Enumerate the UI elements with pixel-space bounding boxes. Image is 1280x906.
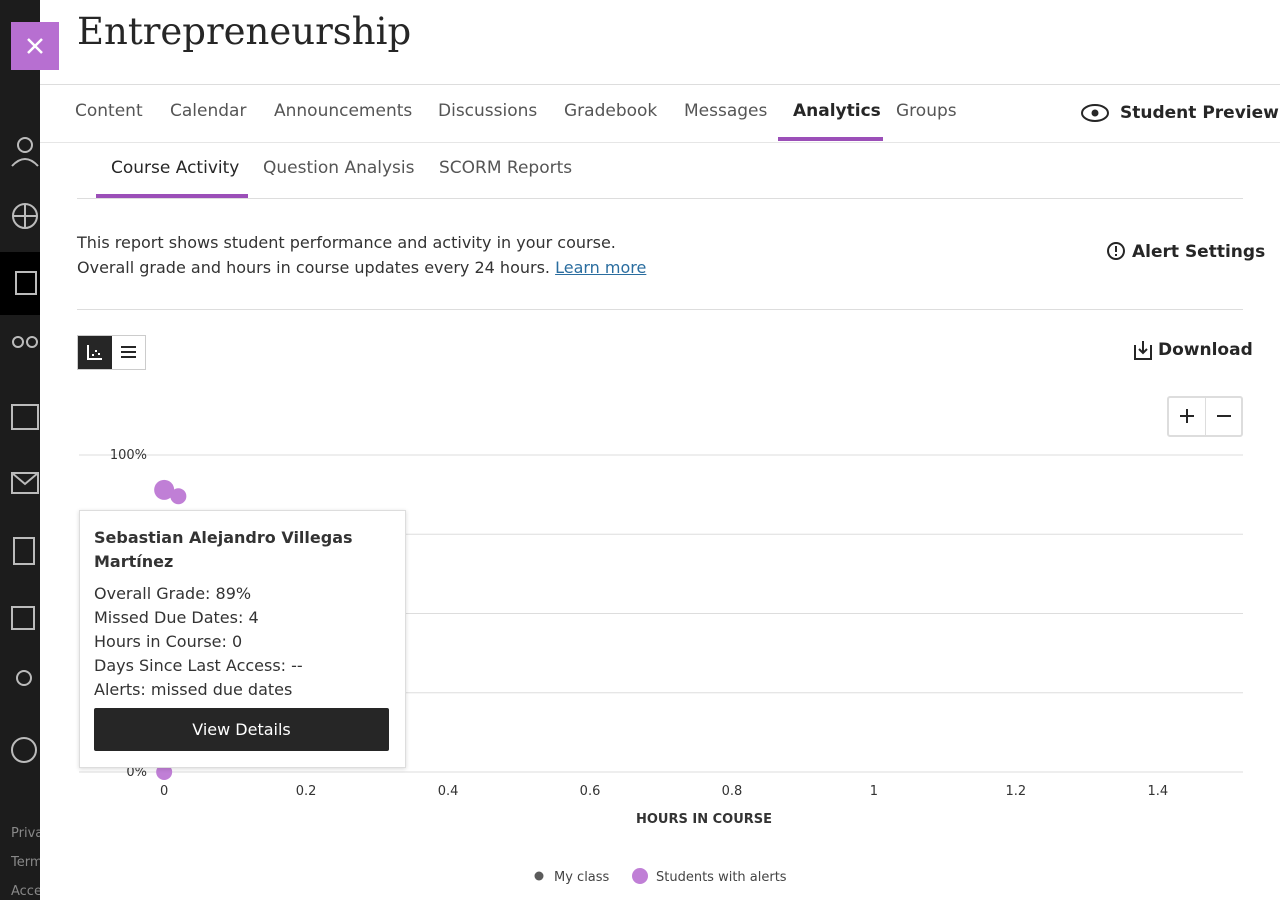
tooltip-line: Missed Due Dates: 4 xyxy=(94,608,259,627)
nav-tab[interactable]: Discussions xyxy=(438,101,538,121)
footer-link[interactable]: Term xyxy=(11,855,40,870)
list-view-button[interactable] xyxy=(112,336,145,369)
close-button[interactable] xyxy=(11,22,59,70)
student-name: Sebastian Alejandro Villegas Martínez xyxy=(94,528,353,571)
legend-marker xyxy=(632,868,648,884)
nav-tab[interactable]: Messages xyxy=(684,101,768,121)
tooltip-line: Hours in Course: 0 xyxy=(94,632,243,651)
sub-tab[interactable]: SCORM Reports xyxy=(439,158,573,178)
alert-settings[interactable]: Alert Settings xyxy=(1106,241,1265,263)
y-tick-label: 0% xyxy=(126,765,147,780)
download-label: Download xyxy=(1158,340,1253,360)
sub-tab[interactable]: Course Activity xyxy=(111,158,240,178)
course-nav: Content Calendar Announcements Discussions G… xyxy=(0,100,1280,142)
alert-settings-label: Alert Settings xyxy=(1132,242,1266,262)
x-tick-label: 0.2 xyxy=(296,784,317,799)
footer-link[interactable]: Acce xyxy=(11,884,40,899)
x-tick-label: 1.2 xyxy=(1006,784,1027,799)
view-toggle xyxy=(77,335,146,370)
sub-tab[interactable]: Question Analysis xyxy=(263,158,415,178)
tooltip-line: Days Since Last Access: -- xyxy=(94,656,303,675)
zoom-out[interactable] xyxy=(1206,398,1241,435)
nav-tab[interactable]: Announcements xyxy=(274,101,413,121)
preview-label: Student Preview xyxy=(1120,103,1279,123)
report-description: This report shows student performance an… xyxy=(77,230,646,280)
x-axis-label: HOURS IN COURSE xyxy=(636,812,772,827)
x-tick-label: 0.8 xyxy=(722,784,743,799)
x-tick-label: 1.4 xyxy=(1147,784,1168,799)
sidebar-footer: Priva Term Acce xyxy=(11,819,40,906)
download[interactable]: Download xyxy=(1132,339,1253,361)
data-point xyxy=(156,764,173,780)
nav-tab[interactable]: Groups xyxy=(896,101,957,121)
sub-nav: Course Activity Question Analysis SCORM Re… xyxy=(0,157,1280,199)
student-preview[interactable]: Student Preview xyxy=(1080,101,1279,125)
legend-label: Students with alerts xyxy=(656,870,787,885)
nav-tab[interactable]: Content xyxy=(75,101,143,121)
course-title: Entrepreneurship xyxy=(77,10,412,53)
active-indicator xyxy=(96,194,248,198)
description-line: Overall grade and hours in course update… xyxy=(77,258,550,277)
legend-label: My class xyxy=(554,870,610,885)
x-tick-label: 1 xyxy=(870,784,878,799)
data-point xyxy=(170,488,187,505)
nav-tab[interactable]: Analytics xyxy=(793,101,881,121)
sidebar: Priva Term Acce xyxy=(0,0,40,900)
footer-link[interactable]: Priva xyxy=(11,826,40,841)
nav-tab[interactable]: Gradebook xyxy=(564,101,658,121)
tooltip-line: Overall Grade: 89% xyxy=(94,584,252,603)
chart-view-button[interactable] xyxy=(78,336,112,369)
data-point xyxy=(154,479,175,500)
tooltip-line: Alerts: missed due dates xyxy=(94,680,293,699)
nav-tab[interactable]: Calendar xyxy=(170,101,247,121)
active-indicator xyxy=(778,137,883,141)
y-tick-label: 100% xyxy=(110,448,147,463)
x-tick-label: 0.4 xyxy=(438,784,459,799)
zoom-in[interactable] xyxy=(1169,398,1206,435)
learn-more-link[interactable]: Learn more xyxy=(555,258,647,277)
zoom-controls xyxy=(1167,396,1243,437)
x-tick-label: 0 xyxy=(160,784,168,799)
x-tick-label: 0.6 xyxy=(580,784,601,799)
view-details-button[interactable]: View Details xyxy=(94,708,389,751)
legend-marker xyxy=(534,871,544,881)
sidebar-icons xyxy=(0,137,40,763)
description-line: This report shows student performance an… xyxy=(77,233,616,252)
tooltip: Sebastian Alejandro Villegas Martínez Ov… xyxy=(79,510,406,768)
